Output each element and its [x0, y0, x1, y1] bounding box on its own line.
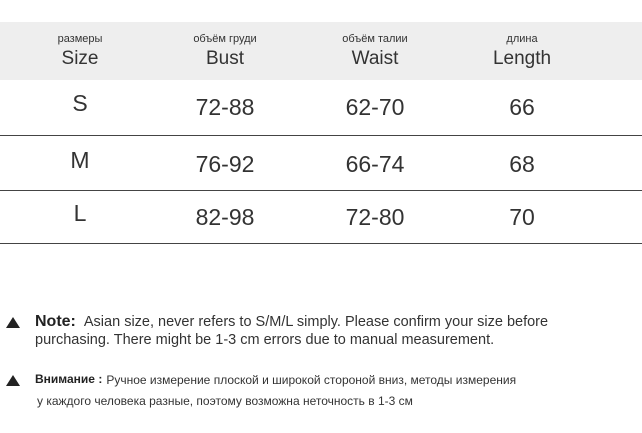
note-text: Asian size, never refers to S/M/L simply… [83, 314, 549, 330]
table-cell: 72-80 [345, 204, 405, 230]
header-en: Bust [205, 48, 245, 69]
header-en: Length [492, 48, 552, 69]
table-cell: 76-92 [195, 151, 255, 177]
row-divider [0, 190, 642, 191]
table-cell: M [70, 147, 90, 173]
note-text: purchasing. There might be 1-3 cm errors… [35, 332, 495, 348]
table-cell: 72-88 [195, 94, 255, 120]
note-bullet [6, 375, 20, 386]
table-cell: S [72, 90, 88, 116]
header-ru: объём груди [193, 33, 257, 45]
header-background [0, 22, 642, 80]
row-divider [0, 243, 642, 244]
note-label: Внимание : [35, 372, 103, 386]
table-cell: 62-70 [345, 94, 405, 120]
table-cell: 82-98 [195, 204, 255, 230]
table-cell: L [73, 200, 87, 226]
header-ru: длина [506, 33, 538, 45]
header-en: Waist [351, 48, 399, 69]
table-cell: 66-74 [345, 151, 405, 177]
table-cell: 68 [509, 151, 535, 177]
table-cell: 70 [509, 204, 535, 230]
table-cell: 66 [509, 94, 535, 120]
row-divider [0, 135, 642, 136]
note-label: Note: [35, 313, 76, 330]
header-ru: объём талии [342, 33, 408, 45]
note-bullet [6, 317, 20, 328]
header-en: Size [61, 48, 99, 69]
note-text: у каждого человека разные, поэтому возмо… [37, 394, 413, 408]
header-ru: размеры [57, 33, 103, 45]
note-text: Ручное измерение плоской и широкой сторо… [106, 373, 517, 387]
